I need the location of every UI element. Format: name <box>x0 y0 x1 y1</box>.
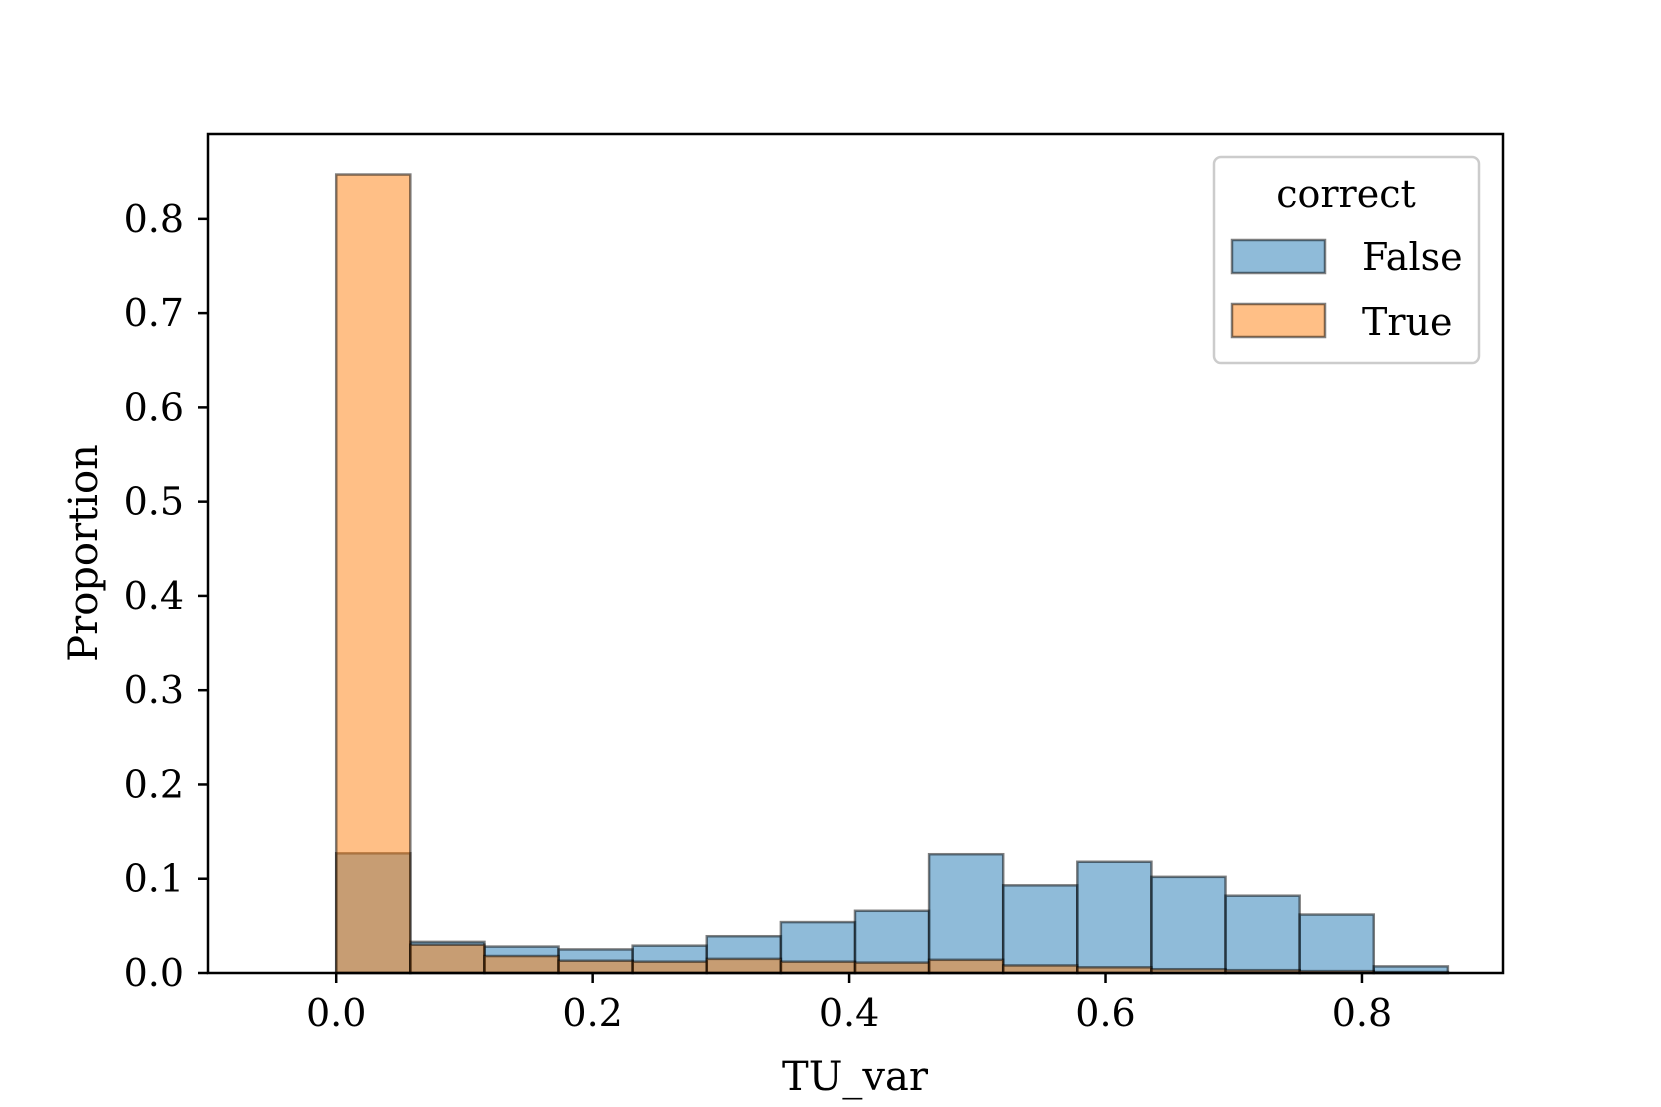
bar-true-6 <box>779 960 857 975</box>
x-axis-label: TU_var <box>782 1054 929 1100</box>
y-tick-label-0: 0.0 <box>124 951 184 995</box>
legend-title: correct <box>1276 172 1416 216</box>
bar-false-9 <box>1001 884 1079 975</box>
y-tick-label-5: 0.5 <box>124 480 184 524</box>
bar-true-0 <box>334 173 412 975</box>
x-tick-label-0: 0.0 <box>306 991 366 1035</box>
bar-false-12 <box>1224 894 1301 975</box>
y-tick-label-7: 0.7 <box>124 291 184 335</box>
y-tick-label-2: 0.2 <box>124 762 184 806</box>
legend: correct False True <box>1212 155 1481 365</box>
y-tick-label-4: 0.4 <box>124 574 184 618</box>
x-tick-label-2: 0.4 <box>819 991 879 1035</box>
bar-false-8 <box>927 852 1005 975</box>
bar-true-8 <box>927 958 1005 975</box>
bar-true-4 <box>631 960 709 975</box>
y-tick-label-6: 0.6 <box>124 385 184 429</box>
bar-false-10 <box>1076 860 1153 975</box>
x-tick-label-3: 0.6 <box>1075 991 1135 1035</box>
x-tick-label-4: 0.8 <box>1332 991 1392 1035</box>
bar-true-1 <box>409 943 486 975</box>
bar-true-2 <box>483 954 560 975</box>
x-axis-ticks: 0.0 0.2 0.4 0.6 0.8 <box>306 973 1392 1035</box>
bar-false-11 <box>1150 875 1227 975</box>
legend-label-false: False <box>1362 235 1463 279</box>
legend-swatch-true <box>1230 302 1327 339</box>
y-tick-label-3: 0.3 <box>124 668 184 712</box>
legend-label-true: True <box>1362 300 1452 344</box>
legend-swatch-false <box>1230 238 1327 275</box>
y-axis-label: Proportion <box>61 444 107 662</box>
bar-true-7 <box>853 961 931 975</box>
y-tick-label-1: 0.1 <box>124 857 184 901</box>
bar-true-3 <box>557 959 634 975</box>
x-tick-label-1: 0.2 <box>562 991 622 1035</box>
y-axis-ticks: 0.0 0.1 0.2 0.3 0.4 0.5 0.6 0.7 0.8 <box>124 197 208 995</box>
y-tick-label-8: 0.8 <box>124 197 184 241</box>
bar-true-5 <box>705 957 783 975</box>
axes-frame <box>206 132 1505 975</box>
series-true-bars <box>334 173 1450 975</box>
bar-false-13 <box>1298 913 1376 975</box>
